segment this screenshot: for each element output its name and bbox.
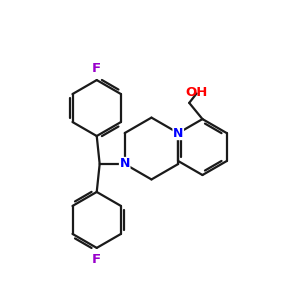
Text: OH: OH bbox=[185, 86, 208, 99]
Text: N: N bbox=[119, 158, 130, 170]
Text: F: F bbox=[92, 253, 101, 266]
Text: N: N bbox=[173, 127, 183, 140]
Text: F: F bbox=[92, 62, 101, 75]
